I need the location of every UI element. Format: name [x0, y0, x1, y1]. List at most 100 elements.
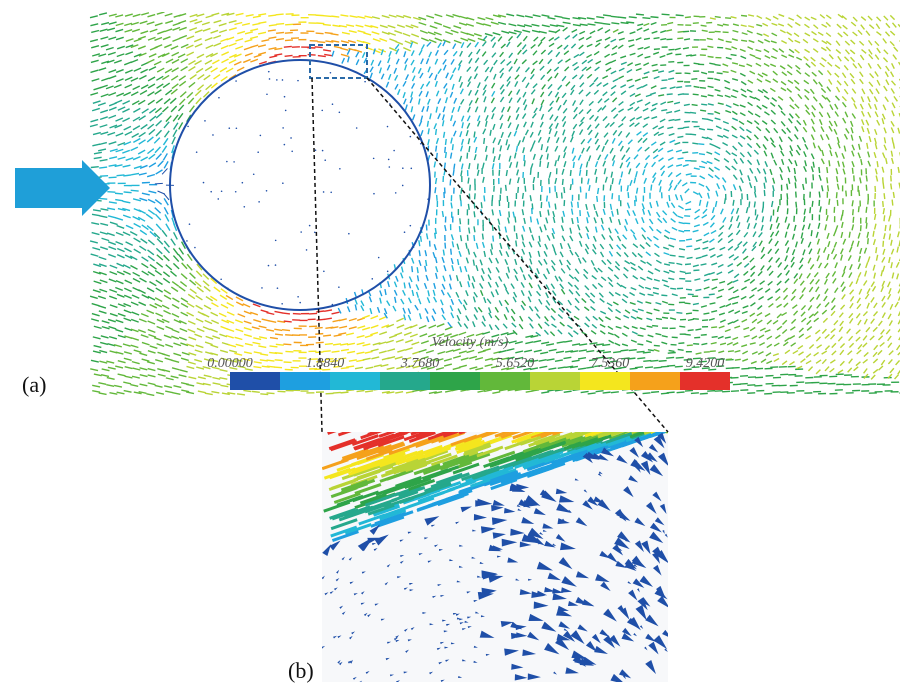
- streak: [890, 31, 894, 35]
- streak: [817, 345, 822, 348]
- streak: [808, 367, 812, 371]
- streak: [451, 249, 452, 255]
- streak: [795, 40, 800, 42]
- colorbar-tick-label: 9.4200: [686, 356, 725, 371]
- streak: [382, 16, 390, 18]
- streak: [706, 186, 709, 191]
- streak: [882, 281, 884, 287]
- streak: [531, 216, 532, 222]
- streak: [523, 36, 527, 41]
- streak: [667, 392, 675, 393]
- streak: [372, 17, 380, 19]
- streak: [525, 186, 526, 192]
- streak: [429, 73, 432, 78]
- streak: [106, 361, 114, 363]
- streak: [194, 360, 202, 362]
- streak: [696, 353, 702, 354]
- streak: [883, 58, 887, 62]
- streak: [750, 168, 753, 173]
- streak: [758, 352, 763, 355]
- streak: [637, 188, 638, 194]
- colorbar-segment: [230, 372, 280, 390]
- streak: [235, 39, 243, 41]
- streak: [123, 265, 130, 268]
- streak: [466, 130, 468, 136]
- streak: [186, 392, 194, 394]
- streak: [732, 79, 738, 81]
- streak: [627, 210, 629, 215]
- streak: [154, 61, 161, 65]
- streak: [229, 28, 237, 30]
- streak: [741, 15, 747, 16]
- streak: [626, 392, 634, 393]
- streak: [882, 296, 885, 301]
- streak: [825, 279, 828, 284]
- streak: [124, 295, 131, 298]
- streak: [138, 36, 146, 39]
- streak: [870, 89, 873, 94]
- streak: [157, 344, 165, 347]
- streak: [752, 288, 757, 291]
- streak: [676, 313, 682, 314]
- streak: [708, 104, 714, 105]
- streak: [162, 75, 169, 79]
- streak: [638, 266, 643, 270]
- streak: [442, 257, 444, 263]
- streak: [451, 138, 452, 144]
- streak: [728, 233, 732, 237]
- streak: [772, 33, 777, 36]
- streak: [806, 63, 810, 67]
- streak: [611, 85, 616, 88]
- streak: [564, 51, 569, 55]
- streak: [657, 424, 683, 433]
- streak: [442, 284, 445, 289]
- streak: [125, 376, 133, 378]
- streak: [791, 319, 795, 323]
- streak: [531, 90, 535, 95]
- streak: [800, 281, 804, 286]
- streak: [653, 293, 659, 295]
- streak: [578, 225, 580, 231]
- streak: [149, 67, 156, 71]
- streak: [824, 296, 827, 301]
- streak: [873, 265, 875, 271]
- streak: [107, 208, 115, 210]
- streak: [452, 107, 454, 113]
- streak: [886, 80, 889, 85]
- streak: [99, 289, 107, 292]
- streak: [673, 212, 677, 216]
- particle: [314, 232, 316, 234]
- streak: [888, 343, 892, 348]
- streak: [485, 34, 493, 36]
- particle: [277, 287, 279, 289]
- streak: [541, 114, 543, 120]
- streak: [551, 316, 555, 320]
- streak: [708, 114, 714, 115]
- streak: [188, 329, 195, 332]
- streak: [572, 344, 580, 345]
- streak: [598, 108, 602, 112]
- streak: [748, 47, 753, 50]
- streak: [560, 243, 562, 249]
- streak: [858, 30, 862, 34]
- streak: [164, 131, 169, 137]
- streak: [254, 55, 262, 57]
- streak: [690, 134, 696, 135]
- streak: [356, 52, 359, 57]
- streak: [132, 376, 140, 378]
- streak: [612, 138, 615, 143]
- streak: [876, 89, 879, 94]
- streak: [179, 337, 187, 340]
- streak: [885, 32, 889, 36]
- streak: [863, 359, 868, 363]
- streak: [528, 317, 532, 321]
- streak: [829, 144, 831, 149]
- streak: [600, 244, 603, 249]
- streak: [468, 178, 469, 184]
- streak: [734, 256, 739, 260]
- streak: [155, 385, 163, 387]
- streak: [849, 336, 853, 340]
- streak: [150, 346, 158, 348]
- streak: [451, 313, 454, 318]
- streak: [428, 128, 429, 134]
